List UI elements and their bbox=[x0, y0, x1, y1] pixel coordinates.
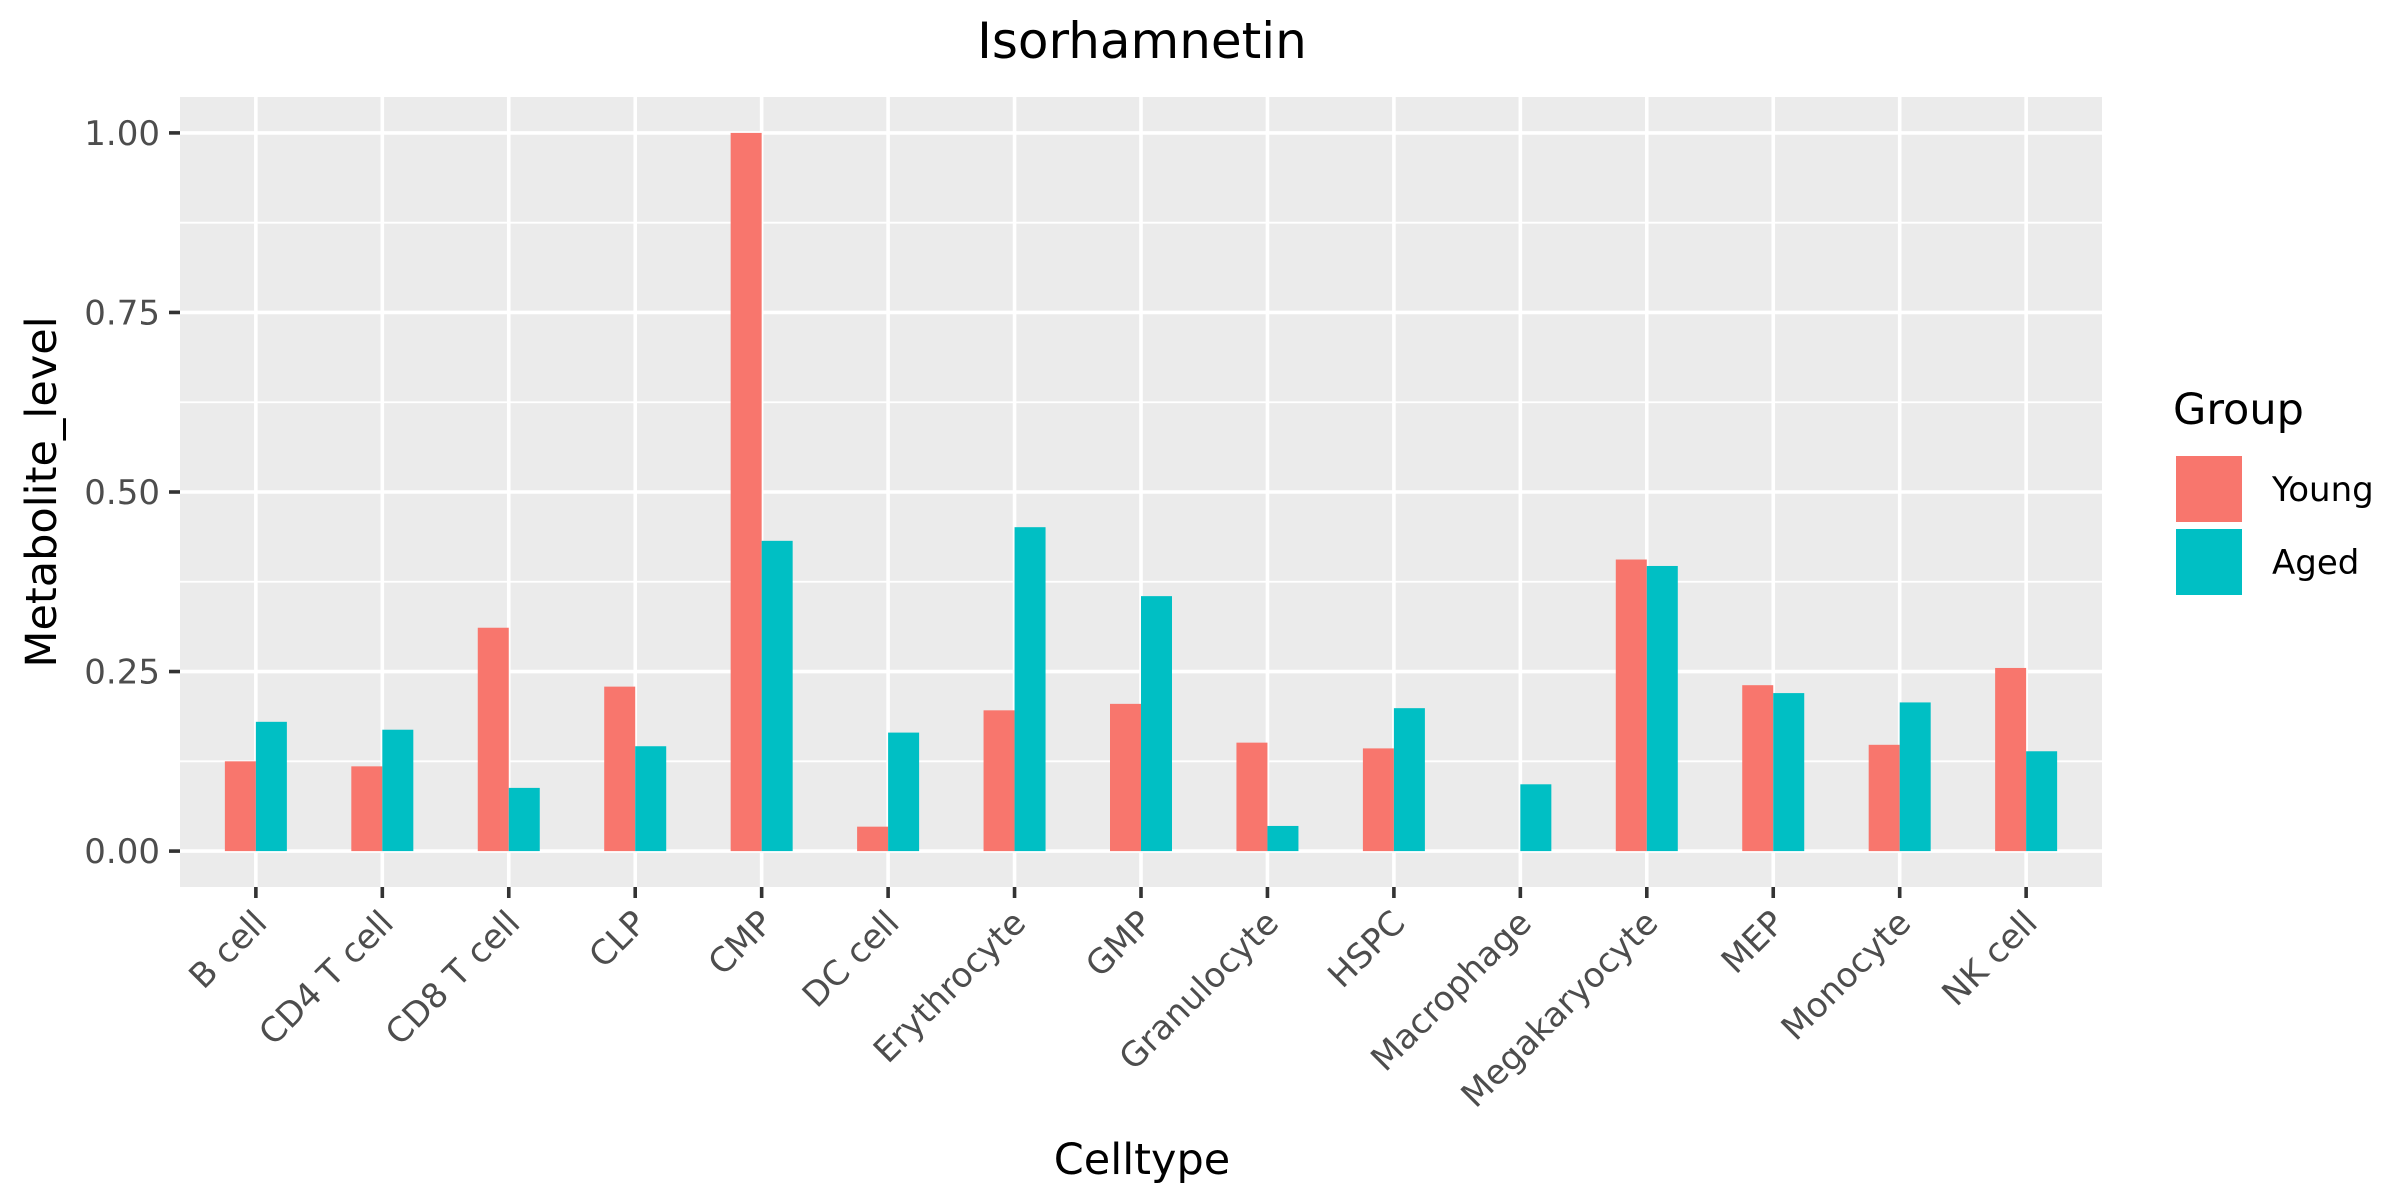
bar-aged-erythrocyte bbox=[1014, 527, 1046, 852]
bar-aged-gmp bbox=[1141, 596, 1172, 852]
bar-aged-hspc bbox=[1393, 708, 1425, 852]
bars bbox=[224, 132, 2058, 852]
y-tick-label: 0.00 bbox=[84, 832, 160, 872]
legend-items: Young Aged bbox=[2176, 456, 2374, 595]
bar-aged-cd8-t-cell bbox=[508, 787, 540, 852]
bar-aged-dc-cell bbox=[888, 732, 920, 852]
x-tick-label: CLP bbox=[582, 903, 655, 976]
bar-young-erythrocyte bbox=[983, 710, 1015, 852]
y-axis-title: Metabolite_level bbox=[17, 316, 67, 667]
bar-young-cd8-t-cell bbox=[477, 627, 509, 852]
x-axis-title: Celltype bbox=[1054, 1135, 1230, 1185]
x-tick-label: NK cell bbox=[1934, 903, 2045, 1014]
bar-young-gmp bbox=[1110, 703, 1141, 852]
x-tick-label: B cell bbox=[181, 903, 275, 997]
bar-aged-cmp bbox=[761, 540, 793, 852]
bar-aged-b-cell bbox=[255, 721, 287, 852]
bar-aged-macrophage bbox=[1520, 784, 1552, 852]
x-tick-label: CD8 T cell bbox=[378, 903, 528, 1053]
legend-label-aged: Aged bbox=[2272, 543, 2359, 583]
legend-swatch-young bbox=[2176, 456, 2242, 522]
bar-young-monocyte bbox=[1868, 744, 1900, 852]
y-axis: 0.00 0.25 0.50 0.75 1.00 bbox=[84, 114, 180, 872]
y-tick-label: 0.25 bbox=[84, 653, 160, 693]
chart-title: Isorhamnetin bbox=[977, 12, 1307, 70]
bar-aged-mep bbox=[1773, 693, 1805, 852]
bar-aged-megakaryocyte bbox=[1646, 565, 1678, 852]
bar-young-megakaryocyte bbox=[1615, 559, 1647, 852]
bar-young-mep bbox=[1742, 685, 1774, 852]
bar-young-granulocyte bbox=[1236, 742, 1268, 852]
legend-swatch-aged bbox=[2176, 529, 2242, 595]
bar-young-b-cell bbox=[224, 761, 256, 852]
y-tick-label: 0.50 bbox=[84, 473, 160, 513]
x-tick-label: HSPC bbox=[1320, 903, 1413, 996]
x-tick-label: CD4 T cell bbox=[251, 903, 401, 1053]
bar-young-hspc bbox=[1362, 748, 1394, 852]
bar-aged-clp bbox=[635, 746, 667, 852]
bar-young-cmp bbox=[730, 132, 762, 852]
bar-aged-nk-cell bbox=[2026, 751, 2058, 852]
x-tick-label: MEP bbox=[1714, 903, 1793, 982]
x-tick-label: Monocyte bbox=[1774, 903, 1919, 1048]
x-tick-label: DC cell bbox=[795, 903, 908, 1016]
bar-aged-granulocyte bbox=[1267, 825, 1299, 852]
bar-aged-cd4-t-cell bbox=[382, 729, 414, 852]
bar-young-nk-cell bbox=[1995, 667, 2027, 852]
legend-title: Group bbox=[2173, 385, 2304, 435]
y-tick-label: 1.00 bbox=[84, 114, 160, 154]
bar-young-clp bbox=[604, 686, 636, 852]
x-tick-label: GMP bbox=[1078, 903, 1160, 985]
bar-young-dc-cell bbox=[857, 826, 889, 852]
x-tick-label: CMP bbox=[701, 903, 781, 983]
legend: Group Young Aged bbox=[2173, 385, 2374, 595]
legend-label-young: Young bbox=[2271, 470, 2374, 510]
bar-young-cd4-t-cell bbox=[351, 766, 383, 852]
bar-aged-monocyte bbox=[1899, 702, 1931, 852]
y-tick-label: 0.75 bbox=[84, 293, 160, 333]
